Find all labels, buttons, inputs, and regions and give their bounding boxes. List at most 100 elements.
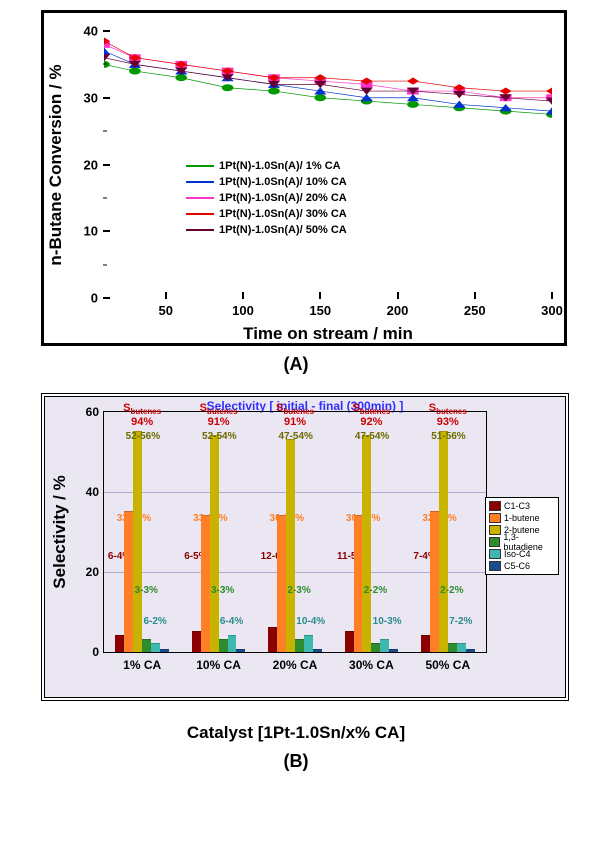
panel-b: Selectivity [ initial - final (300min) ]… (11, 393, 581, 772)
bar (430, 511, 439, 652)
bar (192, 631, 201, 652)
bar (345, 631, 354, 652)
bar (304, 635, 313, 652)
legend-label: 1Pt(N)-1.0Sn(A)/ 10% CA (219, 176, 347, 188)
legend-label: 1-butene (504, 513, 540, 523)
chart-b-ytick: 40 (86, 485, 99, 499)
legend-item: 1Pt(N)-1.0Sn(A)/ 50% CA (186, 222, 347, 238)
bar-annotation: 2-3% (287, 585, 310, 596)
bar (151, 643, 160, 652)
bar (268, 627, 277, 652)
bar (160, 649, 169, 652)
chart-a-xlabel: Time on stream / min (243, 324, 413, 344)
bar (448, 643, 457, 652)
chart-a-xtick: 300 (541, 303, 563, 318)
legend-item: C1-C3 (489, 500, 555, 512)
chart-a-ytick: 20 (84, 157, 98, 172)
bar (210, 435, 219, 652)
bar (362, 435, 371, 652)
bar-annotation: 10-3% (373, 616, 402, 627)
legend-item: 1-butene (489, 512, 555, 524)
chart-a-ytick: 40 (84, 24, 98, 39)
chart-a-ytick: 30 (84, 90, 98, 105)
chart-a-xtick: 200 (387, 303, 409, 318)
legend-label: Iso-C4 (504, 549, 531, 559)
s-butenes-label: Sbutenes91% (276, 402, 314, 429)
legend-item: 1Pt(N)-1.0Sn(A)/ 10% CA (186, 174, 347, 190)
chart-a-xtick: 250 (464, 303, 486, 318)
bar (295, 639, 304, 652)
bar (142, 639, 151, 652)
legend-item: 1Pt(N)-1.0Sn(A)/ 1% CA (186, 158, 347, 174)
bar-annotation: 47-54% (278, 431, 312, 442)
chart-b-ytick: 0 (92, 645, 99, 659)
chart-b-ytick: 60 (86, 405, 99, 419)
chart-a-xtick: 100 (232, 303, 254, 318)
bar (354, 515, 363, 652)
bar (466, 649, 475, 652)
chart-a-ytick: 10 (84, 224, 98, 239)
legend-item: C5-C6 (489, 560, 555, 572)
bar-annotation: 3-3% (211, 585, 234, 596)
bar-annotation: 52-56% (126, 431, 160, 442)
legend-label: C1-C3 (504, 501, 530, 511)
chart-a-ytick: 0 (91, 291, 98, 306)
legend-label: 1Pt(N)-1.0Sn(A)/ 30% CA (219, 208, 347, 220)
bar (421, 635, 430, 652)
bar (201, 515, 210, 652)
chart-b-category: 10% CA (196, 658, 241, 672)
legend-label: 1Pt(N)-1.0Sn(A)/ 20% CA (219, 192, 347, 204)
bar (380, 639, 389, 652)
bar-annotation: 7-2% (449, 616, 472, 627)
s-butenes-label: Sbutenes93% (429, 402, 467, 429)
bar-annotation: 47-54% (355, 431, 389, 442)
panel-a-label: (A) (11, 354, 581, 375)
bar-annotation: 10-4% (296, 616, 325, 627)
chart-a-xtick: 150 (309, 303, 331, 318)
legend-label: C5-C6 (504, 561, 530, 571)
panel-b-label: (B) (11, 751, 581, 772)
chart-b-category: 50% CA (425, 658, 470, 672)
s-butenes-label: Sbutenes94% (123, 402, 161, 429)
chart-a-plot: n-Butane Conversion / % Time on stream /… (104, 31, 552, 298)
bar-annotation: 2-2% (440, 585, 463, 596)
legend-item: 1,3-butadiene (489, 536, 555, 548)
bar (389, 649, 398, 652)
bar (219, 639, 228, 652)
bar (133, 431, 142, 652)
s-butenes-label: Sbutenes91% (200, 402, 238, 429)
legend-item: 1Pt(N)-1.0Sn(A)/ 20% CA (186, 190, 347, 206)
bar (371, 643, 380, 652)
legend-label: 1Pt(N)-1.0Sn(A)/ 50% CA (219, 224, 347, 236)
bar-annotation: 3-3% (135, 585, 158, 596)
legend-label: 1Pt(N)-1.0Sn(A)/ 1% CA (219, 160, 341, 172)
chart-b-xlabel: Catalyst [1Pt-1.0Sn/x% CA] (11, 723, 581, 743)
chart-b-category: 20% CA (273, 658, 318, 672)
bar-annotation: 6-2% (143, 616, 166, 627)
bar (313, 649, 322, 652)
bar (124, 511, 133, 652)
bar (277, 515, 286, 652)
chart-b-category: 1% CA (123, 658, 161, 672)
chart-b-plot: Selectivity / % 02040601% CASbutenes94%6… (103, 411, 487, 653)
chart-a-xtick: 50 (159, 303, 173, 318)
bar (286, 439, 295, 652)
chart-b-ylabel: Selectivity / % (50, 475, 70, 588)
s-butenes-label: Sbutenes92% (352, 402, 390, 429)
chart-a-ylabel: n-Butane Conversion / % (46, 64, 66, 265)
chart-b: Selectivity [ initial - final (300min) ]… (41, 393, 569, 701)
bar (457, 643, 466, 652)
chart-b-legend: C1-C31-butene2-butene1,3-butadieneIso-C4… (485, 497, 559, 575)
chart-a-legend: 1Pt(N)-1.0Sn(A)/ 1% CA 1Pt(N)-1.0Sn(A)/ 1… (186, 158, 347, 238)
bar (228, 635, 237, 652)
bar-annotation: 6-4% (220, 616, 243, 627)
bar-annotation: 51-56% (431, 431, 465, 442)
chart-b-ytick: 20 (86, 565, 99, 579)
chart-b-category: 30% CA (349, 658, 394, 672)
bar (236, 649, 245, 652)
legend-item: 1Pt(N)-1.0Sn(A)/ 30% CA (186, 206, 347, 222)
chart-a: n-Butane Conversion / % Time on stream /… (41, 10, 567, 346)
panel-a: n-Butane Conversion / % Time on stream /… (11, 10, 581, 375)
bar (439, 431, 448, 652)
bar-annotation: 2-2% (364, 585, 387, 596)
